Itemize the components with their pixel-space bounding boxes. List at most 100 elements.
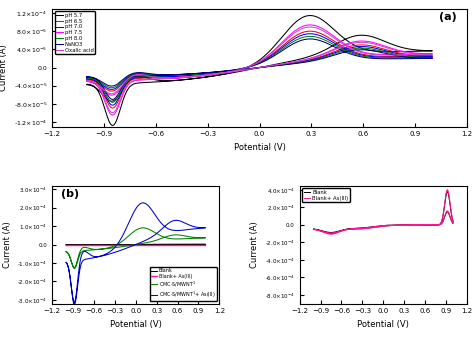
pH 8.0 — [127, 77, 133, 81]
Line: pH 7.0: pH 7.0 — [87, 34, 432, 105]
Oxalic acid — [178, 75, 184, 79]
CMC-S/MWNT$^1$ — [164, 235, 170, 239]
Line: pH 5.7: pH 5.7 — [87, 15, 432, 126]
pH 7.0 — [84, 76, 90, 81]
pH 7.0 — [249, 67, 255, 71]
Text: (b): (b) — [61, 189, 79, 199]
Blank+ As(III) — [202, 243, 208, 247]
Blank — [63, 243, 69, 247]
X-axis label: Potential (V): Potential (V) — [110, 320, 162, 329]
CMC-S/MWNT$^1$+ As(III) — [164, 223, 170, 227]
Blank+ As(III) — [164, 243, 170, 247]
Blank+ As(III) — [434, 223, 439, 227]
pH 7.5 — [333, 46, 339, 50]
pH 6.5 — [127, 79, 133, 83]
Blank+ As(III) — [424, 223, 429, 227]
Oxalic acid — [307, 25, 313, 29]
CMC-S/MWNT$^1$ — [172, 233, 178, 237]
pH 7.5 — [127, 81, 133, 85]
pH 5.7 — [307, 13, 313, 17]
Blank+ As(III) — [372, 225, 377, 229]
Line: pH 6.5: pH 6.5 — [87, 31, 432, 108]
Blank — [434, 223, 439, 227]
CMC-S/MWNT$^1$ — [63, 250, 69, 254]
CMC-S/MWNT$^1$ — [180, 233, 185, 237]
Blank — [424, 223, 429, 227]
Blank — [328, 232, 334, 236]
CMC-S/MWNT$^1$+ As(III) — [140, 201, 146, 205]
Blank+ As(III) — [164, 243, 170, 247]
X-axis label: Potential (V): Potential (V) — [234, 143, 285, 152]
NaNO3 — [84, 75, 90, 79]
Blank — [101, 243, 107, 247]
Blank+ As(III) — [311, 227, 317, 232]
Line: Oxalic acid: Oxalic acid — [87, 27, 432, 113]
Legend: Blank, Blank+ As(III): Blank, Blank+ As(III) — [302, 188, 350, 202]
pH 7.0 — [178, 73, 184, 78]
pH 5.7 — [110, 123, 116, 128]
pH 6.5 — [249, 67, 255, 71]
CMC-S/MWNT$^1$ — [63, 250, 69, 254]
CMC-S/MWNT$^1$ — [81, 249, 86, 253]
pH 7.5 — [84, 79, 90, 83]
pH 6.5 — [84, 77, 90, 81]
Line: CMC-S/MWNT$^1$: CMC-S/MWNT$^1$ — [66, 228, 205, 269]
Blank — [180, 243, 186, 247]
Blank — [164, 243, 170, 247]
Line: NaNO3: NaNO3 — [87, 39, 432, 99]
Y-axis label: Current (A): Current (A) — [250, 221, 259, 268]
pH 8.0 — [333, 51, 339, 56]
CMC-S/MWNT$^1$+ As(III) — [172, 218, 178, 223]
pH 7.0 — [372, 46, 378, 50]
Oxalic acid — [127, 80, 133, 84]
Blank+ As(III) — [80, 243, 86, 247]
Blank+ As(III) — [63, 243, 69, 247]
Y-axis label: Current (A): Current (A) — [3, 221, 12, 268]
Blank — [311, 227, 317, 231]
Line: Blank: Blank — [66, 244, 205, 245]
Blank+ As(III) — [118, 243, 124, 247]
Blank+ As(III) — [445, 188, 450, 192]
pH 8.0 — [372, 48, 378, 52]
Blank — [81, 243, 86, 247]
pH 5.7 — [354, 34, 360, 38]
CMC-S/MWNT$^1$+ As(III) — [63, 260, 69, 264]
Blank+ As(III) — [339, 229, 345, 233]
pH 7.5 — [84, 80, 90, 84]
NaNO3 — [249, 66, 255, 70]
pH 8.0 — [249, 67, 255, 71]
CMC-S/MWNT$^1$ — [130, 243, 136, 247]
pH 6.5 — [333, 49, 339, 53]
Oxalic acid — [372, 42, 378, 46]
NaNO3 — [84, 75, 90, 79]
Blank — [398, 223, 403, 227]
pH 6.5 — [178, 74, 184, 78]
pH 7.5 — [354, 39, 360, 43]
Blank — [311, 227, 317, 231]
pH 7.5 — [110, 113, 116, 117]
NaNO3 — [307, 37, 313, 41]
pH 7.0 — [333, 50, 339, 54]
NaNO3 — [372, 49, 378, 53]
Blank — [372, 225, 377, 229]
pH 7.5 — [372, 41, 378, 45]
pH 7.5 — [178, 76, 184, 80]
CMC-S/MWNT$^1$+ As(III) — [130, 244, 136, 248]
Blank+ As(III) — [311, 227, 317, 232]
CMC-S/MWNT$^1$ — [72, 267, 77, 271]
pH 7.0 — [354, 45, 360, 49]
CMC-S/MWNT$^1$+ As(III) — [81, 258, 86, 262]
pH 7.5 — [249, 67, 255, 71]
CMC-S/MWNT$^1$+ As(III) — [63, 260, 69, 264]
Oxalic acid — [354, 40, 360, 45]
CMC-S/MWNT$^1$+ As(III) — [101, 253, 107, 258]
Y-axis label: Current (A): Current (A) — [0, 44, 8, 91]
pH 5.7 — [127, 84, 133, 88]
pH 5.7 — [84, 82, 90, 86]
pH 5.7 — [84, 83, 90, 87]
Oxalic acid — [333, 47, 339, 51]
pH 8.0 — [84, 76, 90, 80]
Oxalic acid — [84, 79, 90, 83]
pH 5.7 — [333, 42, 339, 46]
pH 8.0 — [84, 75, 90, 80]
